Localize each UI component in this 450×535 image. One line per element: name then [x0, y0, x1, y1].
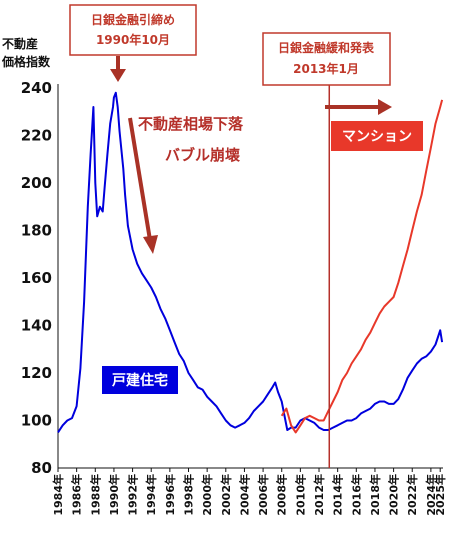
x-tick-label: 2018年 — [368, 474, 382, 516]
x-tick-label: 2004年 — [237, 474, 251, 516]
tightening-box-line-2: 1990年10月 — [96, 32, 170, 47]
x-tick-label: 2016年 — [349, 474, 363, 516]
y-tick-label: 180 — [21, 222, 52, 240]
y-tick-label: 80 — [31, 459, 52, 477]
x-axis-ticks: 1984年 1986年 1988年 1990年 1992年 1994年 1996年 1998年… — [51, 468, 447, 516]
x-tick-label: 1990年 — [107, 474, 121, 516]
x-tick-label: 2002年 — [219, 474, 233, 516]
x-tick-label: 2020年 — [387, 474, 401, 516]
easing-arrow — [325, 99, 392, 115]
x-tick-label: 2008年 — [275, 474, 289, 516]
tightening-box-frame — [69, 4, 197, 56]
house-label-text: 戸建住宅 — [112, 372, 168, 389]
x-tick-label: 1996年 — [163, 474, 177, 516]
house-series-label: 戸建住宅 — [102, 366, 178, 394]
easing-annotation-box: 日銀金融緩和発表 2013年1月 — [262, 32, 391, 86]
bubble-arrow — [128, 117, 158, 254]
x-tick-label: 1988年 — [88, 474, 102, 516]
y-tick-label: 240 — [21, 79, 52, 97]
y-tick-label: 200 — [21, 174, 52, 192]
series-layer — [57, 91, 444, 434]
house-series-line — [57, 91, 444, 433]
x-tick-label: 2022年 — [405, 474, 419, 516]
y-axis-ticks: 80 100 120 140 160 180 200 220 240 — [21, 79, 52, 477]
x-tick-label: 2000年 — [200, 474, 214, 516]
house-label-box — [102, 366, 178, 394]
x-tick-label: 1984年 — [51, 474, 65, 516]
bubble-annotation: 不動産相場下落 バブル崩壊 — [138, 115, 244, 164]
y-tick-label: 140 — [21, 317, 52, 335]
tightening-arrow — [110, 56, 126, 82]
y-axis-title-line-1: 不動産 — [2, 36, 38, 51]
tightening-annotation-box: 日銀金融引締め 1990年10月 — [69, 4, 197, 56]
y-axis-title-line-2: 価格指数 — [1, 54, 51, 69]
x-tick-label: 2025年 — [433, 474, 447, 516]
bubble-line-2: バブル崩壊 — [165, 146, 240, 164]
bubble-line-1: 不動産相場下落 — [138, 115, 244, 133]
condo-series-label: マンション — [331, 121, 423, 151]
y-axis-title: 不動産 価格指数 — [1, 36, 51, 69]
x-tick-label: 2024年 — [424, 474, 438, 516]
y-tick-label: 160 — [21, 269, 52, 287]
x-tick-label: 1986年 — [70, 474, 84, 516]
y-tick-label: 220 — [21, 127, 52, 145]
easing-box-frame — [262, 32, 391, 86]
y-tick-label: 100 — [21, 412, 52, 430]
condo-series-line — [280, 99, 444, 434]
tightening-box-line-1: 日銀金融引締め — [91, 12, 175, 27]
easing-box-line-1: 日銀金融緩和発表 — [278, 40, 375, 55]
y-tick-label: 120 — [21, 364, 52, 382]
x-tick-label: 2014年 — [331, 474, 345, 516]
x-tick-label: 2010年 — [293, 474, 307, 516]
easing-box-line-2: 2013年1月 — [293, 61, 359, 76]
x-tick-label: 1994年 — [144, 474, 158, 516]
condo-label-box — [331, 121, 423, 151]
x-tick-label: 2012年 — [312, 474, 326, 516]
x-tick-label: 2006年 — [256, 474, 270, 516]
x-tick-label: 1992年 — [126, 474, 140, 516]
x-tick-label: 1998年 — [182, 474, 196, 516]
condo-label-text: マンション — [342, 129, 412, 145]
